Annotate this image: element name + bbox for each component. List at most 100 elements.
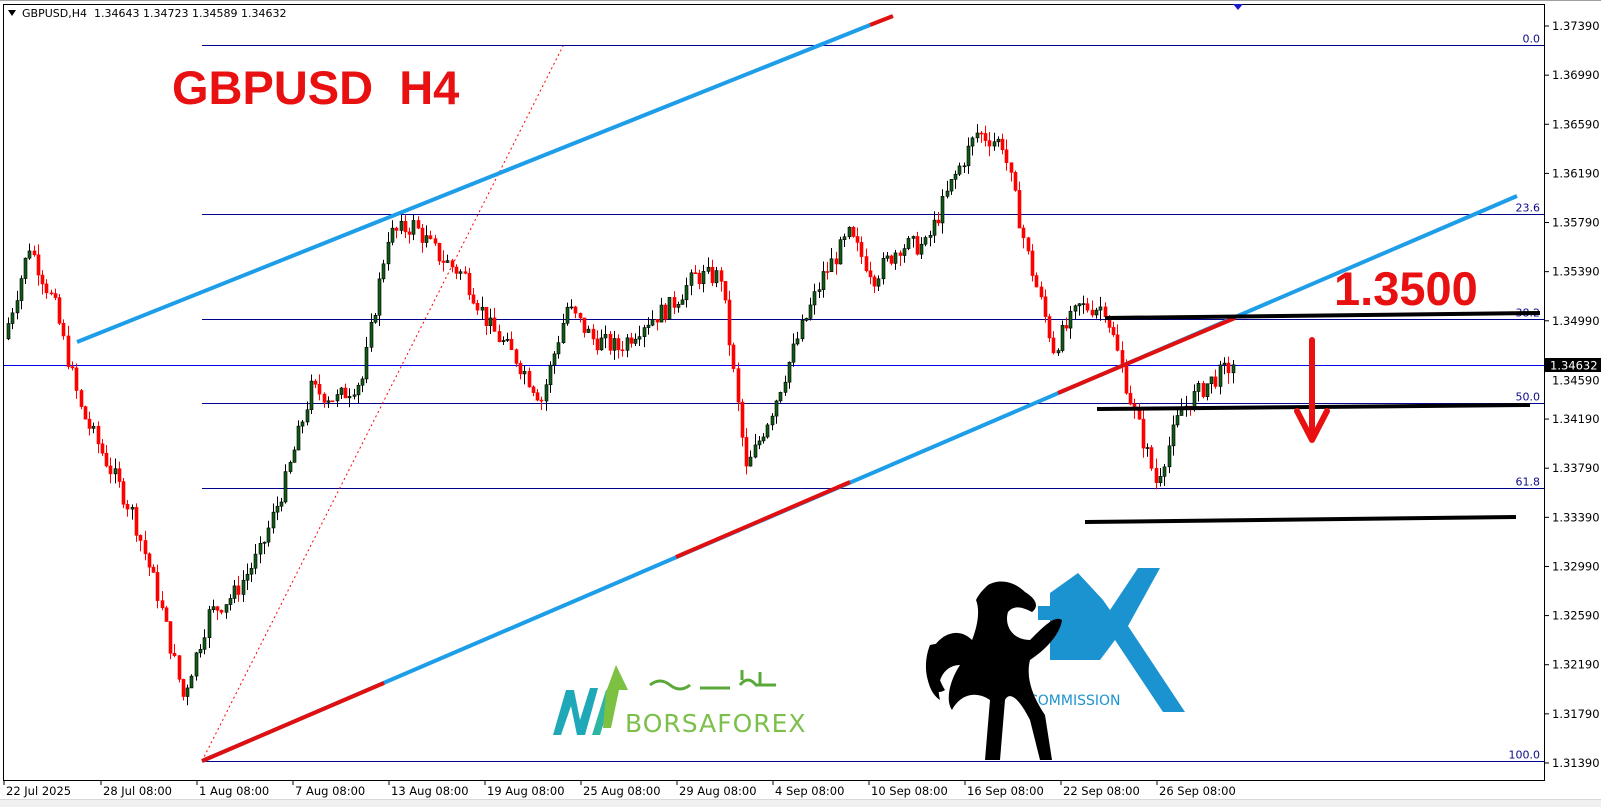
bull-candle xyxy=(1145,447,1150,449)
status-bar xyxy=(0,799,1601,807)
bear-candle xyxy=(151,566,156,573)
bull-candle xyxy=(266,527,271,543)
bear-candle xyxy=(872,276,877,287)
bull-candle xyxy=(373,314,378,323)
bull-candle xyxy=(680,299,685,305)
bear-candle xyxy=(693,272,698,275)
bear-candle xyxy=(514,349,519,364)
bull-candle xyxy=(932,219,937,236)
bear-candle xyxy=(1013,172,1018,191)
bull-candle xyxy=(876,278,881,287)
bull-candle xyxy=(804,318,809,321)
bear-candle xyxy=(172,652,177,656)
bear-candle xyxy=(403,221,408,233)
lower-channel-trendline[interactable] xyxy=(201,194,1518,763)
bull-candle xyxy=(211,606,216,610)
bull-candle xyxy=(262,541,267,544)
bear-candle xyxy=(181,679,186,697)
bull-candle xyxy=(232,585,237,599)
bear-candle xyxy=(710,266,715,284)
bear-candle xyxy=(79,390,84,407)
bull-candle xyxy=(1222,362,1227,366)
bear-candle xyxy=(727,299,732,346)
dropdown-triangle-icon[interactable] xyxy=(8,10,16,16)
bull-candle xyxy=(945,190,950,197)
bear-candle xyxy=(719,270,724,282)
bear-candle xyxy=(1124,365,1129,394)
bull-candle xyxy=(795,338,800,345)
bear-candle xyxy=(1034,275,1039,288)
bear-candle xyxy=(697,272,702,285)
bear-candle xyxy=(463,271,468,274)
bull-candle xyxy=(565,306,570,324)
bull-candle xyxy=(586,328,591,333)
x-tick-label: 28 Jul 08:00 xyxy=(103,784,172,798)
bull-candle xyxy=(522,371,527,375)
x-tick-label: 7 Aug 08:00 xyxy=(295,784,365,798)
fib-anchor-dotted-line[interactable] xyxy=(201,45,564,762)
bull-candle xyxy=(625,337,630,351)
ohlc-close: 1.34632 xyxy=(240,7,287,20)
x-tick-label: 22 Sep 08:00 xyxy=(1063,784,1140,798)
bull-candle xyxy=(335,394,340,402)
svg-text:BORSAFOREX: BORSAFOREX xyxy=(625,709,807,738)
bull-candle xyxy=(390,227,395,243)
bull-candle xyxy=(885,255,890,259)
bull-candle xyxy=(911,236,916,239)
bear-candle xyxy=(125,504,130,510)
resistance-line-1-3500[interactable] xyxy=(1104,311,1541,320)
bear-candle xyxy=(215,606,220,611)
bear-candle xyxy=(1115,334,1120,351)
period-separator-marker-icon xyxy=(1233,4,1243,10)
bull-candle xyxy=(842,236,847,240)
bear-candle xyxy=(731,344,736,369)
bull-candle xyxy=(633,338,638,344)
bull-candle xyxy=(881,258,886,280)
bull-candle xyxy=(27,250,32,259)
bear-candle xyxy=(330,400,335,403)
trendline-highlight xyxy=(675,480,851,559)
x-tick-label: 1 Aug 08:00 xyxy=(199,784,269,798)
time-axis[interactable]: 22 Jul 2025 28 Jul 08:00 1 Aug 08:00 7 Aug … xyxy=(3,780,1236,798)
bull-candle xyxy=(364,346,369,380)
y-tick-label: 1.33390 xyxy=(1552,510,1600,524)
bull-candle xyxy=(458,271,463,274)
bull-candle xyxy=(548,364,553,386)
price-axis[interactable]: 1.37390 1.36990 1.36590 1.36190 1.35790 1.353… xyxy=(1544,19,1600,770)
bull-candle xyxy=(650,319,655,326)
bear-candle xyxy=(740,401,745,438)
upper-channel-trendline[interactable] xyxy=(76,23,871,344)
support-line-2[interactable] xyxy=(1084,515,1517,524)
bull-candle xyxy=(970,137,975,147)
bull-candle xyxy=(309,380,314,410)
y-tick-label: 1.32590 xyxy=(1552,609,1600,623)
window-top-border xyxy=(0,0,1601,1)
bear-candle xyxy=(441,260,446,263)
bear-candle xyxy=(509,339,514,350)
bull-candle xyxy=(753,444,758,458)
bear-candle xyxy=(66,335,71,367)
bull-candle xyxy=(10,312,15,324)
bull-candle xyxy=(1098,306,1103,311)
bear-candle xyxy=(983,133,988,141)
bear-candle xyxy=(313,380,318,385)
y-tick-label: 1.35790 xyxy=(1552,216,1600,230)
upper-channel-highlight xyxy=(869,14,894,27)
bull-candle xyxy=(369,321,374,348)
bear-candle xyxy=(531,386,536,393)
bull-candle xyxy=(1175,415,1180,426)
last-price-tag: 1.34632 xyxy=(1545,358,1601,373)
bull-candle xyxy=(130,507,135,510)
bull-candle xyxy=(637,336,642,340)
x-tick-label: 4 Sep 08:00 xyxy=(775,784,844,798)
bull-candle xyxy=(774,400,779,417)
bull-candle xyxy=(667,297,672,320)
bull-candle xyxy=(748,456,753,467)
bear-candle xyxy=(433,238,438,244)
bear-candle xyxy=(1004,149,1009,163)
bear-candle xyxy=(100,443,105,454)
bear-candle xyxy=(138,535,143,541)
bull-candle xyxy=(300,421,305,427)
bear-candle xyxy=(578,312,583,319)
